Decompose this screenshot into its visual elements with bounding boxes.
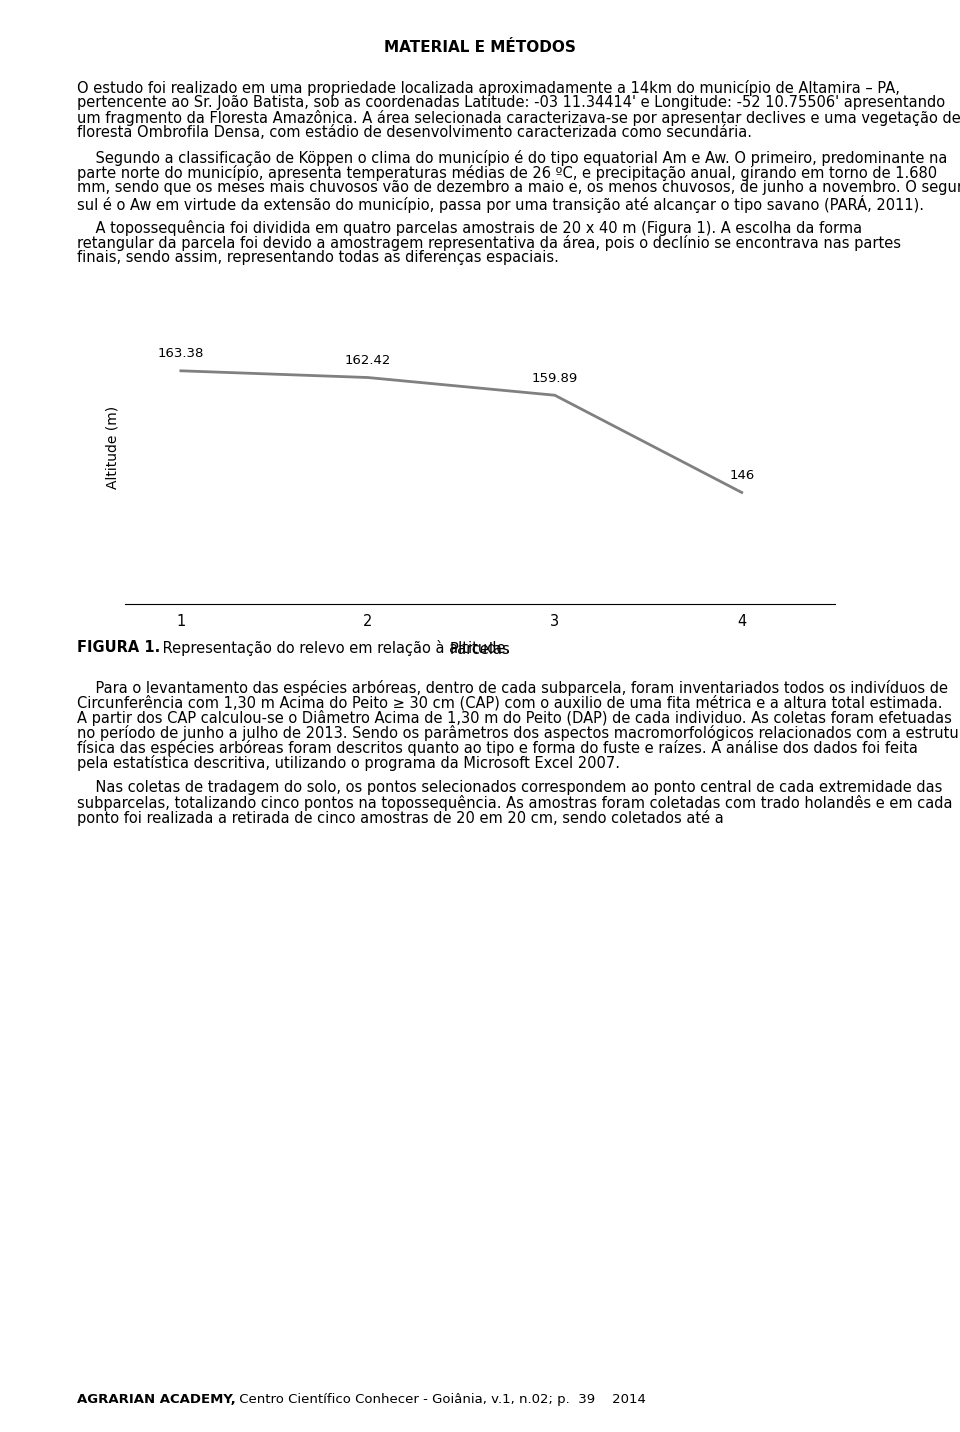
Text: finais, sendo assim, representando todas as diferenças espaciais.: finais, sendo assim, representando todas… [77, 251, 559, 265]
Text: AGRARIAN ACADEMY,: AGRARIAN ACADEMY, [77, 1393, 235, 1406]
Text: física das espécies arbóreas foram descritos quanto ao tipo e forma do fuste e r: física das espécies arbóreas foram descr… [77, 740, 918, 756]
Text: 159.89: 159.89 [532, 372, 578, 385]
Text: 162.42: 162.42 [345, 354, 391, 367]
Text: pela estatística descritiva, utilizando o programa da Microsoft Excel 2007.: pela estatística descritiva, utilizando … [77, 755, 620, 770]
Text: ponto foi realizada a retirada de cinco amostras de 20 em 20 cm, sendo coletados: ponto foi realizada a retirada de cinco … [77, 811, 724, 826]
Text: mm, sendo que os meses mais chuvosos vão de dezembro a maio e, os menos chuvosos: mm, sendo que os meses mais chuvosos vão… [77, 180, 960, 195]
Text: MATERIAL E MÉTODOS: MATERIAL E MÉTODOS [384, 40, 576, 54]
Text: retangular da parcela foi devido a amostragem representativa da área, pois o dec: retangular da parcela foi devido a amost… [77, 235, 900, 251]
Text: 163.38: 163.38 [157, 348, 204, 361]
Text: FIGURA 1.: FIGURA 1. [77, 640, 160, 656]
X-axis label: Parcelas: Parcelas [449, 643, 511, 657]
Text: Centro Científico Conhecer - Goiânia, v.1, n.02; p.  39    2014: Centro Científico Conhecer - Goiânia, v.… [235, 1393, 646, 1406]
Text: Representação do relevo em relação à altitude.: Representação do relevo em relação à alt… [158, 640, 511, 656]
Text: Nas coletas de tradagem do solo, os pontos selecionados correspondem ao ponto ce: Nas coletas de tradagem do solo, os pont… [77, 780, 942, 795]
Text: Circunferência com 1,30 m Acima do Peito ≥ 30 cm (CAP) com o auxilio de uma fita: Circunferência com 1,30 m Acima do Peito… [77, 696, 943, 710]
Text: O estudo foi realizado em uma propriedade localizada aproximadamente a 14km do m: O estudo foi realizado em uma propriedad… [77, 80, 900, 96]
Text: Segundo a classificação de Köppen o clima do município é do tipo equatorial Am e: Segundo a classificação de Köppen o clim… [77, 150, 948, 166]
Text: um fragmento da Floresta Amazônica. A área selecionada caracterizava-se por apre: um fragmento da Floresta Amazônica. A ár… [77, 110, 960, 126]
Text: 146: 146 [729, 468, 755, 483]
Text: A topossequência foi dividida em quatro parcelas amostrais de 20 x 40 m (Figura : A topossequência foi dividida em quatro … [77, 221, 862, 236]
Text: sul é o Aw em virtude da extensão do município, passa por uma transição até alca: sul é o Aw em virtude da extensão do mun… [77, 195, 924, 213]
Text: parte norte do município, apresenta temperaturas médias de 26 ºC, e precipitação: parte norte do município, apresenta temp… [77, 165, 937, 180]
Text: floresta Ombrofila Densa, com estádio de desenvolvimento caracterizada como secu: floresta Ombrofila Densa, com estádio de… [77, 125, 752, 140]
Text: Para o levantamento das espécies arbóreas, dentro de cada subparcela, foram inve: Para o levantamento das espécies arbórea… [77, 680, 948, 696]
Text: no período de junho a julho de 2013. Sendo os parâmetros dos aspectos macromorfo: no período de junho a julho de 2013. Sen… [77, 725, 960, 742]
Text: subparcelas, totalizando cinco pontos na topossequência. As amostras foram colet: subparcelas, totalizando cinco pontos na… [77, 795, 952, 811]
Y-axis label: Altitude (m): Altitude (m) [106, 405, 119, 488]
Text: pertencente ao Sr. João Batista, sob as coordenadas Latitude: -03 11.34414' e Lo: pertencente ao Sr. João Batista, sob as … [77, 95, 945, 110]
Text: A partir dos CAP calculou-se o Diâmetro Acima de 1,30 m do Peito (DAP) de cada i: A partir dos CAP calculou-se o Diâmetro … [77, 710, 951, 726]
